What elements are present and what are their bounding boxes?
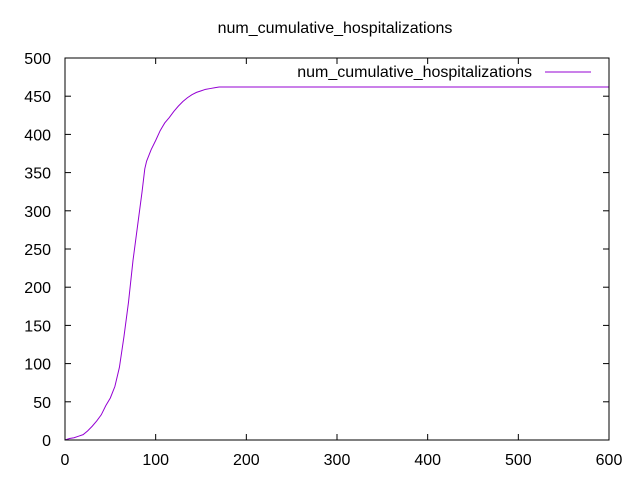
y-tick-label: 400 xyxy=(24,127,51,144)
x-tick-label: 500 xyxy=(505,452,532,469)
legend: num_cumulative_hospitalizations xyxy=(297,64,591,81)
y-axis: 0 50 100 150 200 250 300 350 400 450 500 xyxy=(24,51,609,450)
y-tick-label: 250 xyxy=(24,242,51,259)
y-tick-label: 350 xyxy=(24,166,51,183)
x-tick-label: 200 xyxy=(233,452,260,469)
x-axis: 0 100 200 300 400 500 600 xyxy=(61,58,623,469)
series-line xyxy=(64,86,609,441)
x-tick-label: 100 xyxy=(142,452,169,469)
legend-label: num_cumulative_hospitalizations xyxy=(297,64,532,81)
y-tick-label: 50 xyxy=(33,395,51,412)
y-tick-label: 300 xyxy=(24,204,51,221)
y-tick-label: 450 xyxy=(24,89,51,106)
x-tick-label: 600 xyxy=(596,452,623,469)
y-tick-label: 200 xyxy=(24,280,51,297)
y-tick-label: 0 xyxy=(42,433,51,450)
x-tick-label: 0 xyxy=(61,452,70,469)
chart-title: num_cumulative_hospitalizations xyxy=(218,20,453,37)
y-tick-label: 150 xyxy=(24,318,51,335)
y-tick-label: 100 xyxy=(24,357,51,374)
x-tick-label: 400 xyxy=(414,452,441,469)
x-tick-label: 300 xyxy=(324,452,351,469)
y-tick-label: 500 xyxy=(24,51,51,68)
series-layer xyxy=(64,86,609,441)
plot-border xyxy=(64,57,610,441)
